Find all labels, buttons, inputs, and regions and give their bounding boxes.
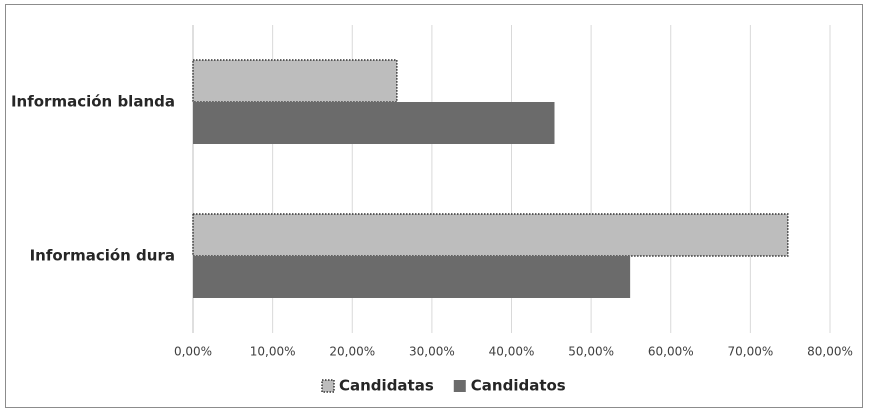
x-tick-label: 0,00% [174,345,212,359]
x-tick-label: 50,00% [568,345,614,359]
x-tick-label: 20,00% [329,345,375,359]
bar [192,213,789,257]
x-tick-label: 60,00% [648,345,694,359]
legend-label: Candidatas [339,377,434,395]
bar [193,256,631,298]
legend-swatch [321,379,335,393]
x-tick-label: 80,00% [807,345,853,359]
bar [193,102,555,144]
x-tick-label: 10,00% [250,345,296,359]
bar [192,59,398,103]
x-tick-label: 70,00% [727,345,773,359]
y-tick-label: Información blanda [11,93,175,111]
x-tick-label: 30,00% [409,345,455,359]
x-tick-label: 40,00% [489,345,535,359]
chart-frame [5,4,863,408]
y-tick-label: Información dura [30,247,175,265]
legend-label: Candidatos [471,377,566,395]
legend-swatch [453,380,466,392]
